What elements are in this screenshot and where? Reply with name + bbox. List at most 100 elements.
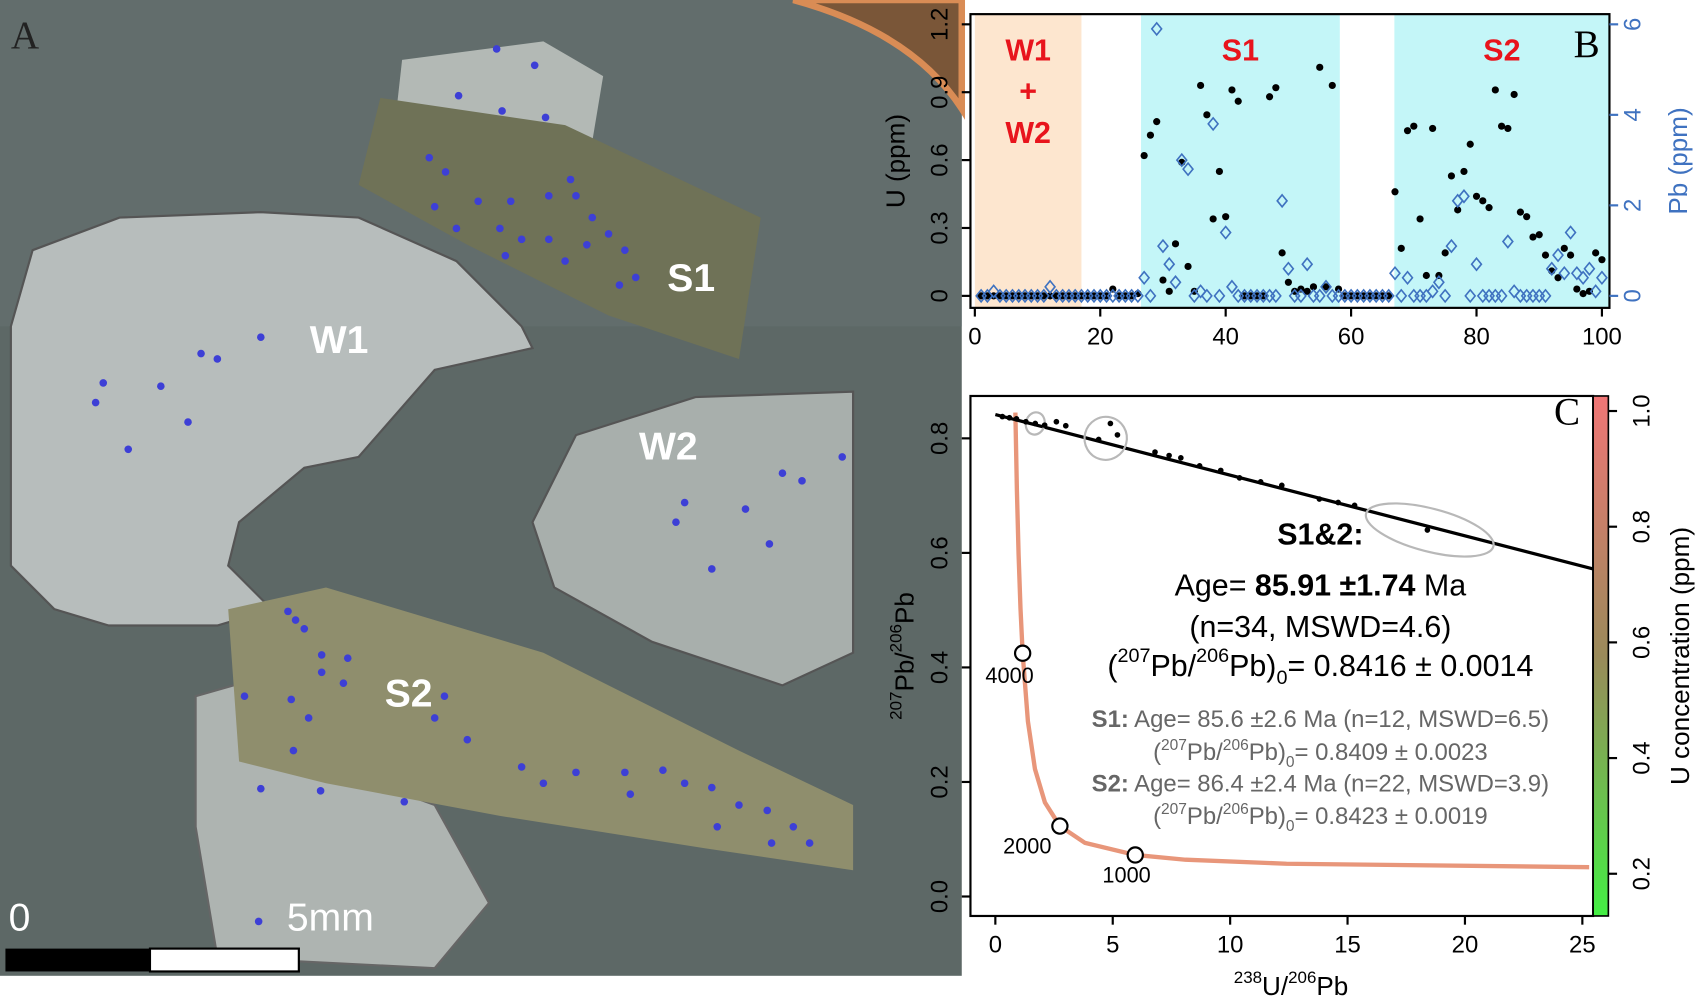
- analysis-spot: [680, 779, 689, 788]
- text-run: Pb/: [1150, 649, 1196, 683]
- pb-point: [1276, 193, 1289, 209]
- x-tick-label: 0: [989, 932, 1002, 959]
- text-run: 0: [1276, 667, 1287, 689]
- u-point: [1347, 292, 1355, 300]
- text-run: Pb): [1229, 649, 1276, 683]
- pb-point: [1426, 284, 1439, 299]
- s2-band: [228, 587, 854, 871]
- analysis-spot: [430, 202, 439, 211]
- u-point: [1228, 86, 1236, 94]
- u-point: [1065, 292, 1073, 300]
- text-run: (: [1153, 803, 1161, 830]
- colorbar-tick-label: 0.8: [1628, 510, 1655, 543]
- region-label: S1: [1222, 33, 1259, 67]
- u-point: [1472, 192, 1481, 200]
- scale-label: 0: [9, 897, 31, 940]
- analysis-spot: [838, 453, 847, 461]
- isochron-point: [1166, 452, 1172, 459]
- u-point: [1592, 249, 1600, 257]
- isochron-point: [1335, 499, 1341, 506]
- pb-point: [1401, 270, 1414, 286]
- scale-bar-black: [5, 948, 150, 972]
- u-point: [1209, 215, 1217, 223]
- u-point: [1516, 208, 1524, 216]
- scale-label: 5mm: [287, 897, 374, 940]
- u-point: [1052, 292, 1060, 300]
- x-tick-label: 60: [1338, 324, 1365, 351]
- u-point: [1008, 292, 1017, 300]
- u-point: [1265, 93, 1274, 101]
- annotation: S1: Age= 85.6 ±2.6 Ma (n=12, MSWD=6.5): [1092, 707, 1549, 734]
- pb-point: [1458, 189, 1470, 204]
- u-point: [1002, 292, 1010, 300]
- analysis-spot: [798, 477, 806, 485]
- u-point: [1046, 292, 1054, 300]
- u-point: [1140, 151, 1148, 160]
- analysis-spot: [713, 822, 722, 831]
- annotation: S2: Age= 86.4 ±2.4 Ma (n=22, MSWD=3.9): [1092, 771, 1549, 798]
- x-tick-label: 40: [1212, 324, 1239, 351]
- u-point: [1253, 292, 1261, 300]
- error-ellipse: [1364, 502, 1495, 558]
- pb-point: [1595, 270, 1608, 286]
- isochron-point: [1236, 475, 1243, 481]
- u-point: [1403, 127, 1412, 135]
- pb-point: [1163, 256, 1176, 272]
- text-run: Pb: [889, 592, 919, 624]
- w1-grain: [9, 211, 535, 627]
- pb-point: [1558, 265, 1571, 281]
- u-point: [1341, 292, 1349, 300]
- text-run: Age= 86.4 ±2.4 Ma (n=22, MSWD=3.9): [1129, 771, 1549, 798]
- u-point: [1071, 292, 1079, 300]
- region-label: W1: [1005, 33, 1051, 67]
- analysis-spot: [254, 917, 263, 926]
- pb-point: [1495, 288, 1508, 304]
- text-run: Age=: [1175, 568, 1255, 602]
- age-marker: [1013, 644, 1032, 662]
- text-run: 206: [1288, 968, 1316, 987]
- analysis-spot: [631, 273, 640, 282]
- text-run: Ma: [1415, 568, 1466, 602]
- isochron-point: [999, 413, 1006, 420]
- u-point: [1102, 292, 1111, 300]
- pb-point: [1194, 284, 1207, 299]
- u-point: [1385, 292, 1393, 300]
- pb-point: [1313, 288, 1326, 304]
- text-run: 207: [1161, 801, 1187, 818]
- analysis-spot: [544, 192, 553, 200]
- analysis-spot: [492, 45, 501, 53]
- panel-label: A: [11, 14, 39, 57]
- s1-band: [358, 97, 761, 359]
- text-run: Age= 85.6 ±2.6 Ma (n=12, MSWD=6.5): [1129, 707, 1549, 734]
- u-point: [1441, 249, 1449, 257]
- grain-label: W2: [639, 426, 698, 469]
- colorbar-tick-label: 0.4: [1628, 741, 1655, 774]
- u-point: [1309, 283, 1318, 291]
- pb-point: [1175, 152, 1188, 168]
- x-tick-label: 20: [1087, 324, 1114, 351]
- analysis-spot: [561, 257, 569, 265]
- analysis-spot: [454, 91, 463, 100]
- u-point: [1529, 233, 1537, 241]
- y-tick-label: 0.3: [926, 211, 953, 244]
- u-point: [1259, 292, 1267, 300]
- region: [1394, 14, 1610, 308]
- u-point: [1146, 131, 1155, 139]
- region-label: +: [1019, 75, 1037, 109]
- isochron-point: [1196, 463, 1203, 469]
- analysis-spot: [506, 197, 515, 206]
- y-tick-label: 0.6: [926, 143, 953, 176]
- isochron-point: [1006, 414, 1013, 421]
- x-tick-label: 0: [968, 324, 981, 351]
- error-ellipse: [1083, 415, 1128, 461]
- panel-label: C: [1554, 391, 1580, 434]
- analysis-spot: [566, 175, 575, 184]
- text-run: = 0.8423 ± 0.0019: [1295, 803, 1488, 830]
- isochron-point: [1424, 527, 1431, 533]
- pb-point: [1157, 238, 1169, 254]
- isochron-point: [1316, 496, 1323, 502]
- isochron-point: [1107, 420, 1114, 427]
- u-point: [1316, 63, 1324, 71]
- text-run: 207: [886, 692, 905, 720]
